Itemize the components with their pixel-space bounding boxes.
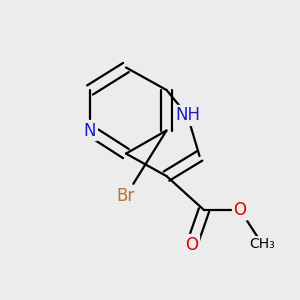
Text: Br: Br — [117, 187, 135, 205]
Text: CH₃: CH₃ — [250, 238, 275, 251]
Text: O: O — [185, 236, 199, 253]
Text: N: N — [84, 122, 96, 140]
Text: NH: NH — [175, 106, 200, 124]
Text: O: O — [233, 201, 247, 219]
